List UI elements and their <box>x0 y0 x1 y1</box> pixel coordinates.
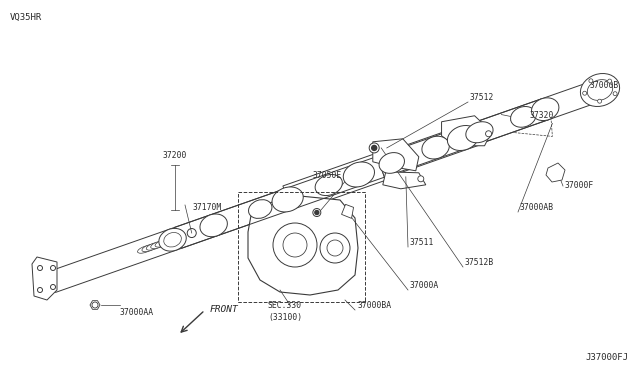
Polygon shape <box>175 189 291 248</box>
Polygon shape <box>546 163 565 182</box>
Ellipse shape <box>422 136 449 159</box>
Circle shape <box>38 288 42 292</box>
Ellipse shape <box>147 243 161 250</box>
Text: VQ35HR: VQ35HR <box>10 13 42 22</box>
Polygon shape <box>248 195 358 295</box>
Circle shape <box>486 131 492 137</box>
Polygon shape <box>442 116 492 146</box>
Text: 37000F: 37000F <box>565 181 595 190</box>
Polygon shape <box>377 121 483 178</box>
Text: 37000B: 37000B <box>590 81 620 90</box>
Circle shape <box>273 223 317 267</box>
Text: 37320: 37320 <box>530 111 554 120</box>
Ellipse shape <box>164 232 181 247</box>
Ellipse shape <box>142 244 157 252</box>
Circle shape <box>372 145 377 150</box>
Text: 37000AA: 37000AA <box>120 308 154 317</box>
Circle shape <box>613 92 617 96</box>
Ellipse shape <box>155 239 170 247</box>
Ellipse shape <box>272 187 303 212</box>
Ellipse shape <box>138 246 153 253</box>
Circle shape <box>51 285 56 289</box>
Circle shape <box>582 91 587 95</box>
Text: 37512: 37512 <box>470 93 494 102</box>
Ellipse shape <box>150 241 166 248</box>
Circle shape <box>313 209 321 217</box>
Ellipse shape <box>315 174 342 196</box>
Text: 37200: 37200 <box>163 151 187 160</box>
Text: J37000FJ: J37000FJ <box>585 353 628 362</box>
Text: 37511: 37511 <box>410 238 435 247</box>
Ellipse shape <box>531 98 559 121</box>
Circle shape <box>608 79 612 83</box>
Polygon shape <box>342 204 353 218</box>
Polygon shape <box>372 139 419 171</box>
Text: 37170M: 37170M <box>193 203 222 212</box>
Text: (33100): (33100) <box>268 313 302 322</box>
Text: 37512B: 37512B <box>465 258 494 267</box>
Text: FRONT: FRONT <box>210 305 239 314</box>
Circle shape <box>92 302 98 308</box>
Text: SEC.330: SEC.330 <box>268 301 302 310</box>
Circle shape <box>327 240 343 256</box>
Circle shape <box>38 266 42 270</box>
Text: 37000AB: 37000AB <box>520 203 554 212</box>
Ellipse shape <box>588 80 612 100</box>
Circle shape <box>418 176 424 182</box>
Ellipse shape <box>200 214 227 237</box>
Polygon shape <box>32 257 57 300</box>
Ellipse shape <box>159 228 186 251</box>
Text: 37000BA: 37000BA <box>358 301 392 310</box>
Circle shape <box>598 99 602 103</box>
Polygon shape <box>476 99 549 142</box>
Circle shape <box>188 228 196 238</box>
Circle shape <box>283 233 307 257</box>
Polygon shape <box>90 301 100 310</box>
Circle shape <box>589 79 593 83</box>
Text: 37000A: 37000A <box>410 281 439 290</box>
Ellipse shape <box>511 106 536 127</box>
Ellipse shape <box>379 153 404 173</box>
Ellipse shape <box>447 125 479 151</box>
Ellipse shape <box>580 74 620 106</box>
Ellipse shape <box>248 200 272 218</box>
Ellipse shape <box>343 162 374 187</box>
Text: 37050E: 37050E <box>313 171 342 180</box>
Polygon shape <box>283 153 385 213</box>
Ellipse shape <box>466 122 493 143</box>
Circle shape <box>315 211 319 215</box>
Polygon shape <box>383 172 426 189</box>
Circle shape <box>51 266 56 270</box>
Circle shape <box>320 233 350 263</box>
Circle shape <box>369 143 379 153</box>
